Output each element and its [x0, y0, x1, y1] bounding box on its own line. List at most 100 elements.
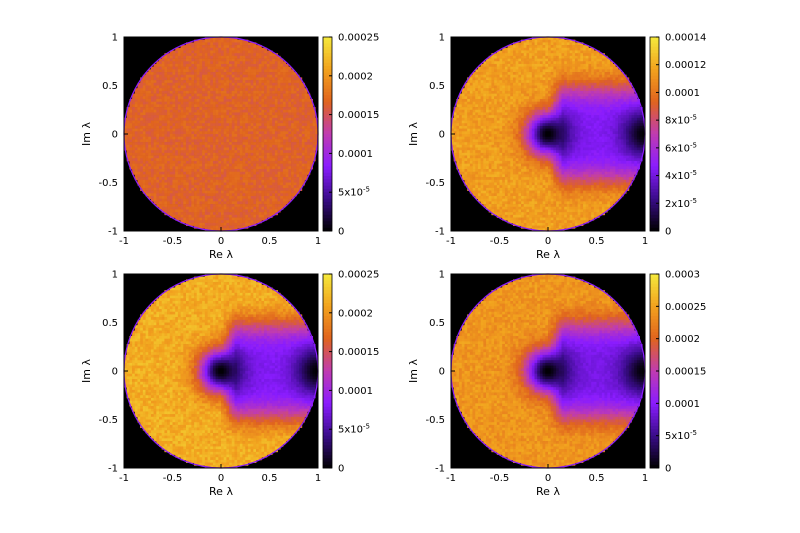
heatmap-cell — [280, 198, 284, 202]
heatmap-cell — [245, 107, 249, 111]
heatmap-cell — [247, 120, 251, 124]
heatmap-cell — [167, 212, 171, 216]
heatmap-cell — [153, 160, 157, 164]
heatmap-cell — [172, 96, 176, 100]
heatmap-cell — [204, 117, 208, 121]
heatmap-cell — [237, 120, 241, 124]
heatmap-cell — [215, 109, 219, 113]
heatmap-cell — [183, 158, 187, 162]
heatmap-cell — [167, 177, 171, 181]
heatmap-cell — [194, 125, 198, 129]
heatmap-cell — [301, 96, 305, 100]
heatmap-cell — [231, 63, 235, 67]
heatmap-cell — [177, 58, 181, 62]
heatmap-cell — [274, 163, 278, 167]
heatmap-cell — [207, 225, 211, 229]
heatmap-cell — [301, 101, 305, 105]
heatmap-cell — [258, 217, 262, 221]
heatmap-cell — [153, 195, 157, 200]
heatmap-cell — [215, 166, 219, 170]
heatmap-cell — [266, 198, 270, 202]
heatmap-cell — [132, 104, 136, 108]
heatmap-cell — [256, 206, 260, 210]
heatmap-cell — [296, 152, 300, 156]
heatmap-cell — [488, 131, 492, 135]
heatmap-cell — [242, 174, 246, 178]
heatmap-cell — [266, 182, 270, 186]
heatmap-cell — [261, 104, 265, 108]
heatmap-cell — [164, 117, 168, 121]
heatmap-cell — [464, 155, 468, 159]
heatmap-cell — [229, 150, 233, 154]
heatmap-cell — [164, 174, 168, 178]
heatmap-cell — [237, 201, 241, 205]
heatmap-cell — [231, 93, 235, 97]
heatmap-cell — [167, 128, 171, 132]
heatmap-cell — [242, 144, 246, 148]
heatmap-cell — [221, 171, 225, 175]
heatmap-cell — [218, 74, 222, 78]
heatmap-cell — [261, 74, 265, 78]
heatmap-cell — [247, 96, 251, 100]
heatmap-cell — [282, 112, 287, 116]
heatmap-cell — [175, 120, 179, 124]
heatmap-cell — [221, 217, 225, 221]
heatmap-cell — [185, 212, 190, 216]
heatmap-cell — [218, 198, 222, 202]
heatmap-cell — [142, 147, 146, 151]
heatmap-cell — [245, 136, 249, 140]
heatmap-cell — [212, 217, 216, 221]
heatmap-cell — [153, 101, 157, 105]
heatmap-cell — [167, 117, 171, 121]
heatmap-cell — [177, 131, 181, 135]
heatmap-cell — [148, 128, 152, 132]
heatmap-cell — [196, 125, 200, 129]
heatmap-cell — [256, 212, 260, 216]
heatmap-cell — [480, 182, 484, 186]
heatmap-cell — [496, 190, 500, 194]
heatmap-cell — [280, 182, 284, 186]
heatmap-cell — [245, 53, 249, 57]
heatmap-cell — [264, 152, 268, 156]
heatmap-cell — [202, 69, 206, 73]
heatmap-cell — [161, 96, 165, 100]
heatmap-cell — [164, 204, 168, 208]
heatmap-cell — [229, 109, 233, 113]
heatmap-cell — [469, 152, 473, 156]
heatmap-cell — [145, 125, 149, 129]
heatmap-cell — [253, 128, 257, 132]
heatmap-cell — [266, 98, 270, 103]
heatmap-cell — [180, 63, 184, 67]
heatmap-cell — [488, 195, 492, 200]
heatmap-cell — [164, 152, 168, 156]
heatmap-cell — [234, 47, 238, 51]
heatmap-cell — [177, 179, 181, 183]
heatmap-cell — [459, 125, 463, 129]
heatmap-cell — [145, 80, 149, 84]
heatmap-cell — [245, 214, 249, 218]
heatmap-cell — [231, 98, 235, 103]
heatmap-cell — [150, 101, 154, 105]
heatmap-cell — [169, 155, 173, 159]
heatmap-cell — [464, 112, 468, 116]
heatmap-cell — [207, 90, 211, 94]
heatmap-cell — [204, 109, 208, 113]
heatmap-cell — [266, 123, 270, 127]
heatmap-cell — [467, 155, 471, 159]
heatmap-cell — [132, 152, 136, 156]
heatmap-cell — [467, 120, 471, 124]
heatmap-cell — [185, 88, 190, 92]
heatmap-cell — [140, 171, 144, 175]
heatmap-cell — [126, 139, 130, 143]
heatmap-cell — [483, 201, 487, 205]
heatmap-cell — [207, 134, 211, 138]
heatmap-cell — [266, 158, 270, 162]
heatmap-cell — [245, 104, 249, 108]
heatmap-cell — [196, 77, 200, 81]
heatmap-cell — [231, 69, 235, 73]
heatmap-cell — [261, 85, 265, 89]
heatmap-cell — [472, 147, 476, 151]
heatmap-cell — [148, 96, 152, 100]
heatmap-cell — [475, 139, 479, 143]
heatmap-cell — [132, 163, 136, 167]
